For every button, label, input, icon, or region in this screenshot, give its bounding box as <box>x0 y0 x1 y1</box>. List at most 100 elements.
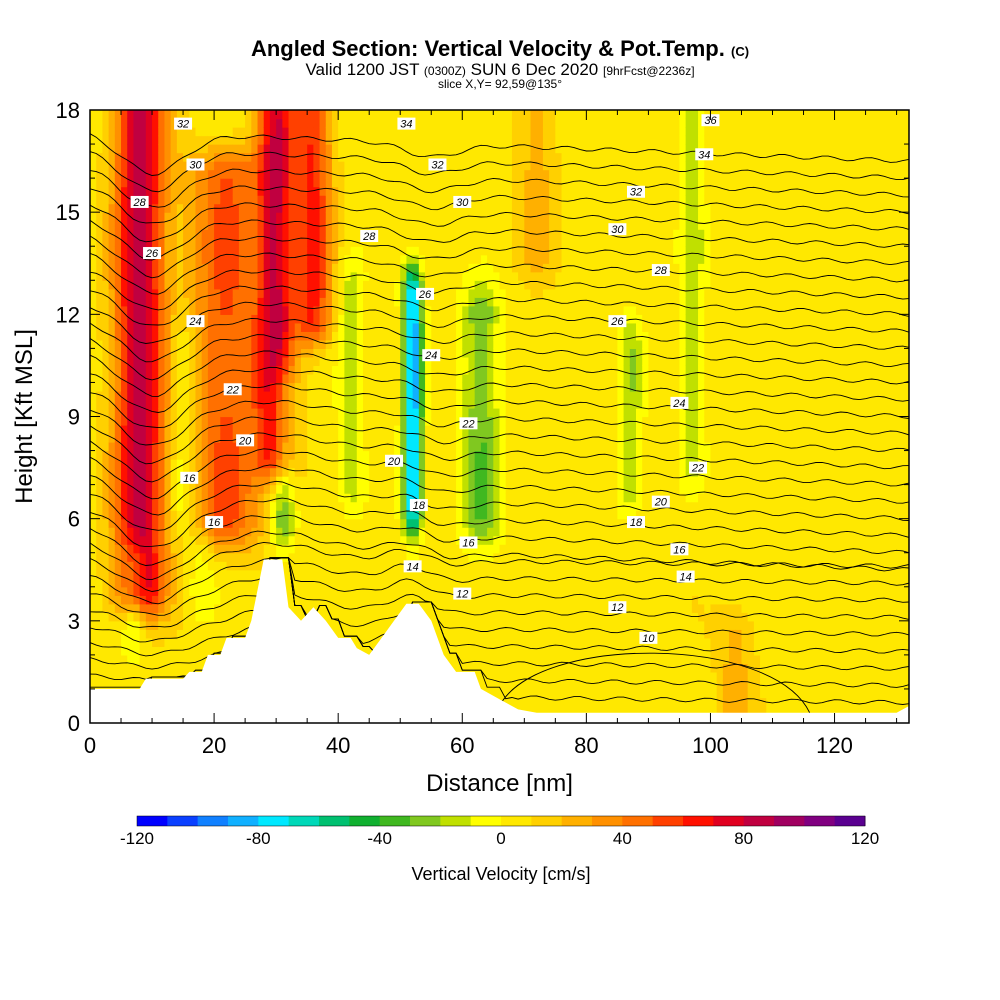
velocity-cell <box>350 127 358 137</box>
velocity-cell <box>387 229 395 239</box>
velocity-cell <box>307 399 314 409</box>
velocity-cell <box>356 271 364 281</box>
velocity-cell <box>437 586 445 596</box>
velocity-cell <box>176 373 184 384</box>
velocity-cell <box>462 425 470 435</box>
velocity-cell <box>356 382 364 392</box>
velocity-cell <box>226 229 234 239</box>
velocity-cell <box>418 212 426 222</box>
velocity-cell <box>394 493 401 503</box>
velocity-cell <box>300 212 308 222</box>
velocity-cell <box>108 646 116 656</box>
velocity-cell <box>468 484 476 494</box>
velocity-cell <box>121 510 128 520</box>
velocity-cell <box>145 365 153 375</box>
velocity-cell <box>220 186 228 196</box>
velocity-cell <box>276 288 283 298</box>
velocity-cell <box>102 178 110 188</box>
velocity-cell <box>400 297 408 307</box>
velocity-cell <box>394 331 401 341</box>
velocity-cell <box>356 476 364 486</box>
velocity-cell <box>269 152 277 162</box>
velocity-cell <box>487 595 494 605</box>
velocity-cell <box>344 297 352 307</box>
velocity-cell <box>449 663 457 673</box>
velocity-cell <box>189 654 197 665</box>
velocity-cell <box>282 220 290 230</box>
velocity-cell <box>127 382 135 392</box>
velocity-cell <box>499 535 507 545</box>
velocity-cell <box>288 135 296 145</box>
velocity-cell <box>344 144 352 154</box>
velocity-cell <box>456 322 463 332</box>
velocity-cell <box>505 459 513 469</box>
velocity-cell <box>276 390 283 401</box>
velocity-cell <box>220 425 228 435</box>
velocity-cell <box>369 237 377 247</box>
velocity-cell <box>443 501 451 511</box>
velocity-cell <box>300 518 308 528</box>
velocity-cell <box>108 246 116 256</box>
velocity-cell <box>331 212 339 222</box>
velocity-cell <box>96 493 104 503</box>
velocity-cell <box>456 305 463 315</box>
velocity-cell <box>294 144 302 154</box>
velocity-cell <box>189 612 197 622</box>
velocity-cell <box>325 586 333 596</box>
velocity-cell <box>356 135 364 145</box>
velocity-cell <box>269 535 277 545</box>
velocity-cell <box>406 322 414 332</box>
velocity-cell <box>319 442 327 452</box>
velocity-cell <box>499 484 507 494</box>
velocity-cell <box>493 382 501 392</box>
velocity-cell <box>288 186 296 196</box>
velocity-cell <box>487 416 494 426</box>
velocity-cell <box>195 544 203 554</box>
velocity-cell <box>158 467 166 477</box>
velocity-cell <box>468 152 476 162</box>
velocity-cell <box>363 127 370 137</box>
velocity-cell <box>183 314 190 324</box>
velocity-cell <box>344 246 352 256</box>
velocity-cell <box>418 459 426 469</box>
velocity-cell <box>195 322 203 332</box>
velocity-cell <box>152 212 159 222</box>
velocity-cell <box>282 399 290 409</box>
velocity-cell <box>145 671 153 682</box>
velocity-cell <box>238 220 246 230</box>
velocity-cell <box>480 331 488 341</box>
valid-time-local: Valid 1200 JST <box>305 60 420 79</box>
velocity-cell <box>505 169 513 179</box>
velocity-cell <box>300 229 308 239</box>
velocity-cell <box>307 263 314 273</box>
velocity-cell <box>369 433 377 443</box>
velocity-cell <box>189 297 197 307</box>
velocity-cell <box>164 314 172 324</box>
velocity-cell <box>363 450 370 460</box>
velocity-cell <box>443 518 451 528</box>
velocity-cell <box>276 450 283 460</box>
velocity-cell <box>462 263 470 273</box>
velocity-cell <box>307 144 314 154</box>
velocity-cell <box>363 612 370 622</box>
velocity-cell <box>139 433 147 443</box>
velocity-cell <box>226 603 234 613</box>
velocity-cell <box>220 578 228 588</box>
velocity-cell <box>443 110 451 120</box>
velocity-cell <box>152 595 159 605</box>
velocity-cell <box>350 382 358 392</box>
velocity-cell <box>220 246 228 256</box>
velocity-cell <box>449 535 457 545</box>
velocity-cell <box>505 595 513 605</box>
velocity-cell <box>245 229 252 239</box>
velocity-cell <box>443 118 451 128</box>
velocity-cell <box>443 203 451 213</box>
velocity-cell <box>201 229 209 239</box>
velocity-cell <box>114 348 122 358</box>
velocity-cell <box>195 467 203 477</box>
velocity-cell <box>487 220 494 230</box>
velocity-cell <box>437 467 445 477</box>
velocity-cell <box>480 450 488 460</box>
velocity-cell <box>443 620 451 630</box>
velocity-cell <box>418 144 426 154</box>
